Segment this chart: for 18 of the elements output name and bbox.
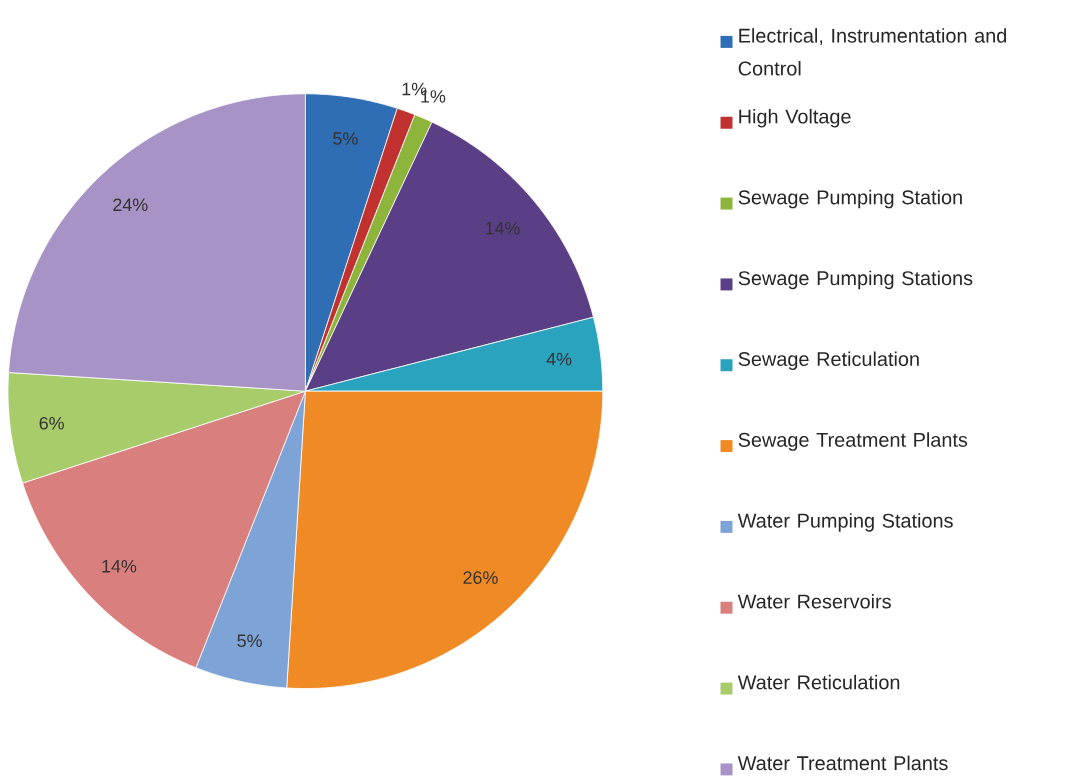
legend-label: Sewage Pumping Stations: [738, 270, 973, 289]
data-label: 24%: [113, 198, 148, 211]
legend-label: Sewage Reticulation: [738, 351, 919, 370]
data-label: 5%: [333, 132, 358, 145]
data-label: 6%: [39, 416, 64, 430]
legend-label: High Voltage: [739, 108, 851, 128]
legend-label: Electrical, Instrumentation and Control: [738, 27, 1007, 76]
legend-label: Water Reticulation: [737, 674, 900, 690]
data-label: 5%: [237, 634, 262, 647]
data-label: 14%: [102, 559, 137, 573]
legend-label: Water Reservoirs: [737, 593, 891, 609]
data-label: 14%: [485, 221, 520, 235]
legend-label: Water Pumping Stations: [737, 512, 953, 532]
legend-label: Sewage Pumping Station: [738, 189, 962, 209]
legend-label: Sewage Treatment Plants: [738, 432, 968, 451]
data-label: 26%: [463, 571, 498, 584]
data-label: 4%: [546, 352, 572, 366]
legend-label: Water Treatment Plants: [737, 755, 948, 771]
